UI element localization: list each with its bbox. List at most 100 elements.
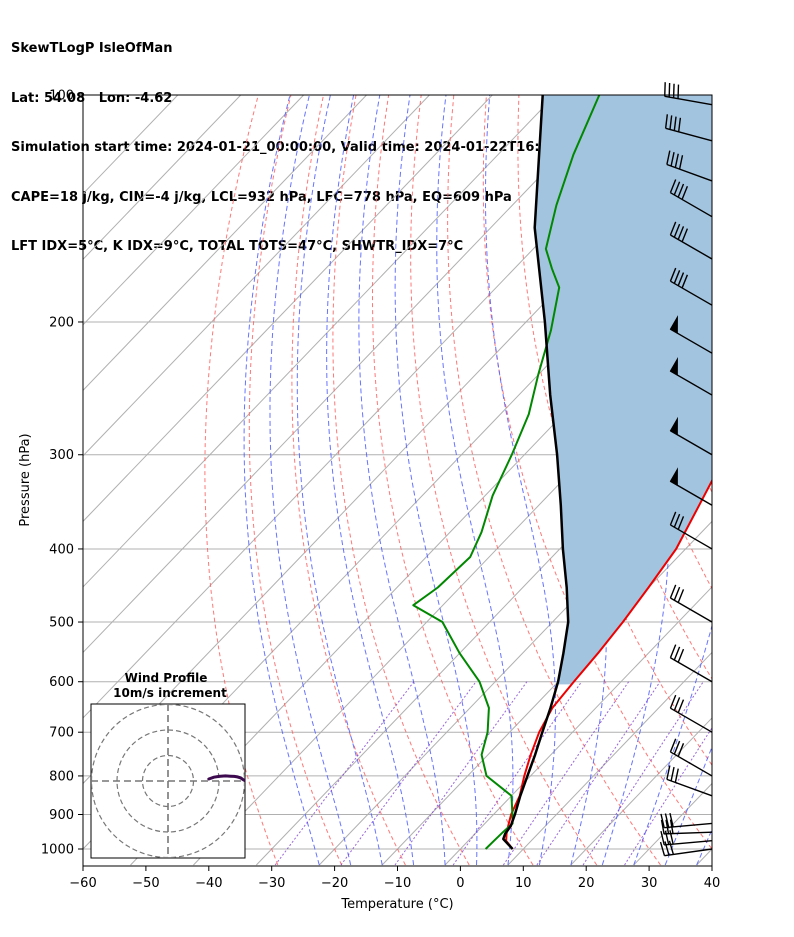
- barb-shaft: [665, 127, 713, 142]
- barb-flag: [660, 830, 665, 846]
- wind-barb: [669, 694, 713, 733]
- x-tick-label: −10: [384, 876, 411, 891]
- location-line: Lat: 54.08 Lon: -4.62: [11, 90, 173, 106]
- barb-flag: [669, 221, 677, 236]
- temperature-line: [505, 478, 712, 850]
- dry-adiabat: [410, 95, 598, 866]
- wind-barb: [666, 150, 713, 182]
- y-tick-label: 400: [49, 542, 74, 557]
- barb-shaft: [670, 707, 713, 733]
- barb-shaft: [664, 848, 713, 857]
- barb-flag: [669, 115, 673, 130]
- barb-flag: [673, 646, 681, 661]
- isotherm-line: [83, 95, 430, 457]
- barb-flag: [673, 223, 681, 238]
- chart-header: SkewTLogP IsleOfMan Lat: 54.08 Lon: -4.6…: [11, 8, 604, 272]
- x-tick-label: −60: [69, 876, 96, 891]
- barb-shaft: [664, 95, 713, 106]
- y-tick-label: 200: [49, 315, 74, 330]
- barb-flag: [673, 740, 681, 755]
- x-tick-label: 0: [456, 876, 464, 891]
- barb-flag: [677, 272, 685, 286]
- barb-flag: [674, 768, 679, 783]
- moist-adiabat: [296, 95, 383, 866]
- profile-layer: [412, 95, 712, 850]
- dry-adiabat: [372, 95, 534, 866]
- barb-flag: [669, 179, 677, 193]
- barb-shaft: [670, 192, 713, 218]
- wind-barb: [669, 738, 713, 777]
- index-line: LFT IDX=5°C, K IDX=9°C, TOTAL TOTS=47°C,…: [11, 239, 464, 254]
- y-tick-label: 700: [49, 726, 74, 741]
- y-tick-label: 500: [49, 616, 74, 631]
- mixing-ratio-line: [274, 681, 415, 866]
- isotherm-line: [83, 95, 556, 588]
- x-tick-label: 20: [578, 876, 595, 891]
- isotherm-line: [570, 717, 712, 866]
- dry-adiabat: [248, 95, 343, 866]
- isotherm-line: [256, 389, 712, 866]
- barb-flag: [673, 513, 681, 528]
- isotherm-line: [444, 586, 712, 866]
- barb-flag: [678, 155, 684, 170]
- hodograph-inset: Wind Profile 10m/s increment: [90, 671, 246, 859]
- moist-adiabat: [394, 95, 478, 866]
- x-tick-label: −50: [132, 876, 159, 891]
- barb-flag: [673, 116, 677, 131]
- barb-flag: [681, 186, 689, 200]
- wind-barb: [660, 830, 713, 846]
- barb-shaft: [664, 831, 713, 835]
- moist-adiabat: [436, 95, 514, 866]
- dry-adiabat: [204, 95, 279, 866]
- barb-flag: [673, 586, 681, 601]
- barb-flag: [681, 274, 689, 289]
- barb-flag: [666, 150, 671, 165]
- barb-flag: [677, 699, 685, 713]
- barb-flag: [674, 153, 679, 168]
- x-axis-label: Temperature (°C): [340, 897, 453, 912]
- dry-adiabat: [780, 95, 794, 865]
- barb-flag: [669, 812, 674, 828]
- x-tick-label: 30: [641, 876, 658, 891]
- mixing-ratio-line: [582, 681, 704, 866]
- barb-flag: [673, 697, 681, 711]
- barb-shaft: [670, 280, 713, 306]
- barb-flag: [670, 766, 675, 782]
- barb-flag: [660, 813, 665, 828]
- wind-barb: [669, 315, 713, 354]
- barb-flag: [669, 511, 677, 526]
- barb-shaft: [666, 778, 713, 797]
- barb-shaft: [666, 163, 713, 182]
- x-tick-label: 10: [515, 876, 532, 891]
- axes-layer: −60 −50 −40 −30 −20 −10 0 10 20 30 40 1000 900 800 700…: [41, 89, 720, 892]
- isotherm-line: [381, 520, 712, 866]
- barb-flag: [677, 648, 685, 663]
- dry-adiabat: [517, 95, 712, 767]
- y-tick-label: 300: [49, 448, 74, 463]
- chart-title: SkewTLogP IsleOfMan: [11, 41, 173, 56]
- barb-flag: [677, 589, 685, 603]
- barb-flag: [659, 841, 666, 856]
- cape-line: CAPE=18 j/kg, CIN=-4 j/kg, LCL=932 hPa, …: [11, 189, 512, 205]
- dry-adiabat: [714, 95, 794, 865]
- wind-barb: [660, 812, 713, 829]
- mixing-ratio-line: [536, 681, 661, 866]
- barb-shaft: [670, 524, 713, 550]
- barb-pennant: [669, 315, 678, 335]
- wind-barb: [669, 221, 713, 260]
- moist-adiabat: [243, 95, 320, 866]
- barb-flag: [664, 813, 670, 828]
- barb-flag: [673, 270, 681, 284]
- moist-adiabat: [269, 95, 352, 866]
- barb-flag: [677, 516, 685, 530]
- barb-flag: [677, 226, 685, 240]
- wind-barb: [664, 114, 713, 142]
- y-tick-label: 1000: [41, 843, 74, 858]
- barb-shaft: [664, 822, 713, 829]
- wind-barb: [669, 511, 713, 550]
- y-axis-label: Pressure (hPa): [18, 433, 33, 526]
- cape-shading: [534, 95, 712, 685]
- isotherm-line: [83, 95, 242, 261]
- barb-flag: [669, 830, 674, 845]
- isotherm-line: [507, 651, 712, 866]
